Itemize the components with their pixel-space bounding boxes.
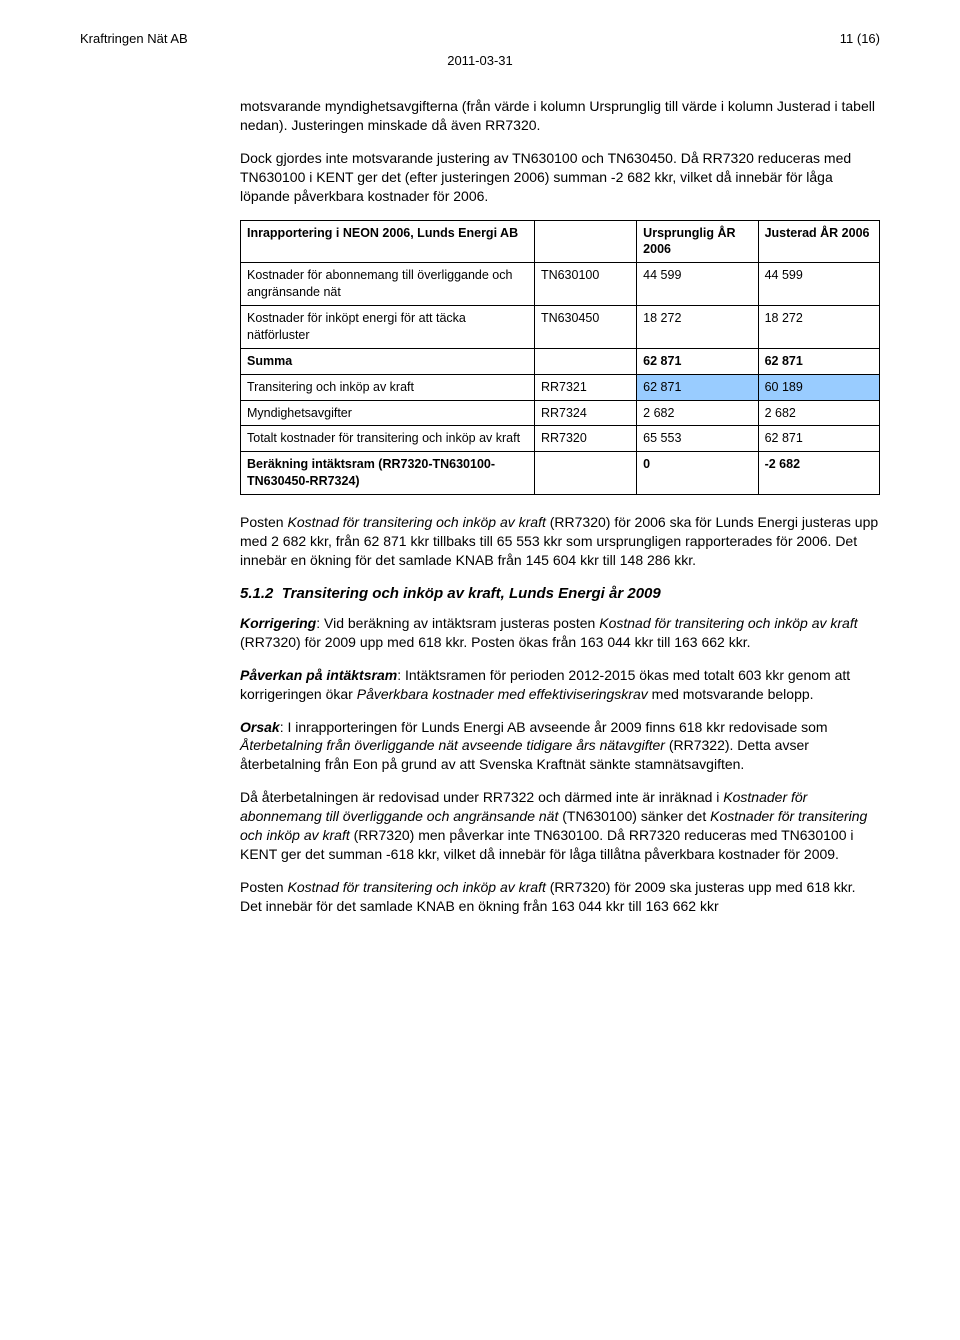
th-orig: Ursprunglig ÅR 2006: [637, 220, 758, 263]
text: (TN630100) sänker det: [558, 808, 710, 824]
cell-label: Transitering och inköp av kraft: [241, 374, 535, 400]
cell-orig: 18 272: [637, 306, 758, 349]
italic-term: Kostnad för transitering och inköp av kr…: [287, 879, 545, 895]
italic-term: Kostnad för transitering och inköp av kr…: [599, 615, 857, 631]
cell-code: [534, 348, 636, 374]
th-adj: Justerad ÅR 2006: [758, 220, 879, 263]
table-header-row: Inrapportering i NEON 2006, Lunds Energi…: [241, 220, 880, 263]
italic-term: Kostnad för transitering och inköp av kr…: [287, 514, 545, 530]
text: Posten: [240, 514, 287, 530]
header-date: 2011-03-31: [80, 52, 880, 70]
lead-label: Påverkan på intäktsram: [240, 667, 397, 683]
cell-adj: -2 682: [758, 452, 879, 495]
cell-label: Myndighetsavgifter: [241, 400, 535, 426]
data-table: Inrapportering i NEON 2006, Lunds Energi…: [240, 220, 880, 496]
cell-adj: 62 871: [758, 426, 879, 452]
cell-adj: 18 272: [758, 306, 879, 349]
cell-orig: 65 553: [637, 426, 758, 452]
table-row: Totalt kostnader för transitering och in…: [241, 426, 880, 452]
table-row-calc: Beräkning intäktsram (RR7320-TN630100-TN…: [241, 452, 880, 495]
cell-label: Summa: [241, 348, 535, 374]
table-row: Myndighetsavgifter RR7324 2 682 2 682: [241, 400, 880, 426]
lead-label: Korrigering: [240, 615, 316, 631]
cell-adj: 2 682: [758, 400, 879, 426]
text: Då återbetalningen är redovisad under RR…: [240, 789, 723, 805]
text: : I inrapporteringen för Lunds Energi AB…: [280, 719, 828, 735]
th-label: Inrapportering i NEON 2006, Lunds Energi…: [241, 220, 535, 263]
cell-adj: 60 189: [758, 374, 879, 400]
cell-orig: 44 599: [637, 263, 758, 306]
italic-term: Påverkbara kostnader med effektivisering…: [357, 686, 648, 702]
table-row-highlight: Transitering och inköp av kraft RR7321 6…: [241, 374, 880, 400]
sec-p3: Orsak: I inrapporteringen för Lunds Ener…: [240, 718, 880, 775]
cell-code: RR7321: [534, 374, 636, 400]
section-heading: 5.1.2 Transitering och inköp av kraft, L…: [240, 584, 880, 604]
sec-p4: Då återbetalningen är redovisad under RR…: [240, 788, 880, 864]
text: Posten: [240, 879, 287, 895]
cell-label: Kostnader för inköpt energi för att täck…: [241, 306, 535, 349]
section-title: Transitering och inköp av kraft, Lunds E…: [282, 585, 661, 602]
cell-code: TN630450: [534, 306, 636, 349]
table-row-summa: Summa 62 871 62 871: [241, 348, 880, 374]
cell-label: Totalt kostnader för transitering och in…: [241, 426, 535, 452]
th-code: [534, 220, 636, 263]
cell-orig: 62 871: [637, 348, 758, 374]
cell-adj: 44 599: [758, 263, 879, 306]
cell-code: RR7324: [534, 400, 636, 426]
sec-p2: Påverkan på intäktsram: Intäktsramen för…: [240, 666, 880, 704]
intro-p2: Dock gjordes inte motsvarande justering …: [240, 149, 880, 206]
company-name: Kraftringen Nät AB: [80, 30, 188, 48]
text: med motsvarande belopp.: [648, 686, 814, 702]
intro-p1: motsvarande myndighetsavgifterna (från v…: [240, 97, 880, 135]
post-table-p: Posten Kostnad för transitering och inkö…: [240, 513, 880, 570]
sec-p5: Posten Kostnad för transitering och inkö…: [240, 878, 880, 916]
page-number: 11 (16): [840, 30, 880, 48]
text: : Vid beräkning av intäktsram justeras p…: [316, 615, 599, 631]
cell-adj: 62 871: [758, 348, 879, 374]
table-row: Kostnader för abonnemang till överliggan…: [241, 263, 880, 306]
sec-p1: Korrigering: Vid beräkning av intäktsram…: [240, 614, 880, 652]
cell-orig: 0: [637, 452, 758, 495]
section-number: 5.1.2: [240, 585, 273, 602]
cell-orig: 62 871: [637, 374, 758, 400]
cell-code: RR7320: [534, 426, 636, 452]
cell-label: Kostnader för abonnemang till överliggan…: [241, 263, 535, 306]
cell-orig: 2 682: [637, 400, 758, 426]
table-row: Kostnader för inköpt energi för att täck…: [241, 306, 880, 349]
cell-code: TN630100: [534, 263, 636, 306]
text: (RR7320) för 2009 upp med 618 kkr. Poste…: [240, 634, 751, 650]
lead-label: Orsak: [240, 719, 280, 735]
cell-code: [534, 452, 636, 495]
italic-term: Återbetalning från överliggande nät avse…: [240, 737, 665, 753]
cell-label: Beräkning intäktsram (RR7320-TN630100-TN…: [241, 452, 535, 495]
